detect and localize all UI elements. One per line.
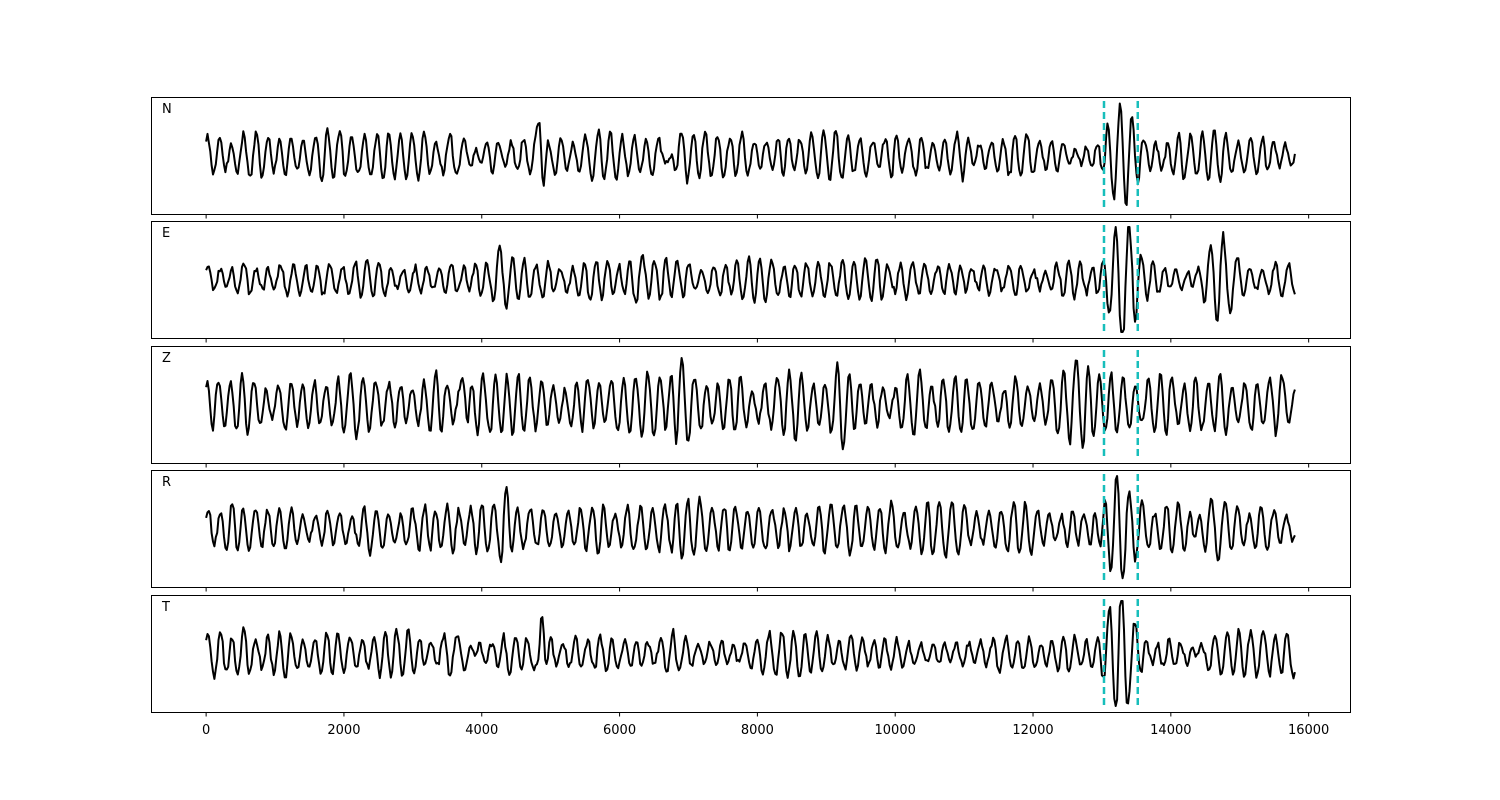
x-tick-label: 0 — [202, 723, 210, 738]
channel-label-r: R — [162, 475, 171, 490]
trace-panels: N E Z R T — [151, 97, 1351, 717]
x-tick-label: 10000 — [875, 723, 916, 738]
x-tick-label: 6000 — [603, 723, 636, 738]
x-axis: 0 2000 4000 6000 8000 10000 12000 14000 16000 — [202, 723, 1329, 738]
panel-frame — [151, 221, 1351, 339]
trace-panel-t: T — [151, 595, 1351, 717]
channel-label-z: Z — [162, 351, 171, 366]
x-tick-label: 12000 — [1012, 723, 1053, 738]
x-tick-label: 14000 — [1150, 723, 1191, 738]
x-tick-label: 2000 — [327, 723, 360, 738]
panel-frame — [151, 595, 1351, 713]
trace-line-n — [205, 102, 1296, 206]
trace-panel-n: N — [151, 97, 1351, 219]
trace-line-r — [205, 475, 1296, 580]
x-tick-label: 16000 — [1288, 723, 1329, 738]
trace-line-e — [205, 226, 1296, 333]
channel-label-e: E — [162, 226, 170, 241]
trace-panel-z: Z — [151, 346, 1351, 468]
channel-label-t: T — [161, 600, 170, 615]
x-tick-label: 4000 — [465, 723, 498, 738]
panel-frame — [151, 97, 1351, 215]
panel-frame — [151, 470, 1351, 588]
trace-panel-e: E — [151, 221, 1351, 343]
trace-line-z — [205, 357, 1296, 451]
channel-label-n: N — [162, 102, 172, 117]
trace-panel-r: R — [151, 470, 1351, 592]
trace-line-t — [205, 600, 1296, 707]
panel-frame — [151, 346, 1351, 464]
x-tick-label: 8000 — [741, 723, 774, 738]
